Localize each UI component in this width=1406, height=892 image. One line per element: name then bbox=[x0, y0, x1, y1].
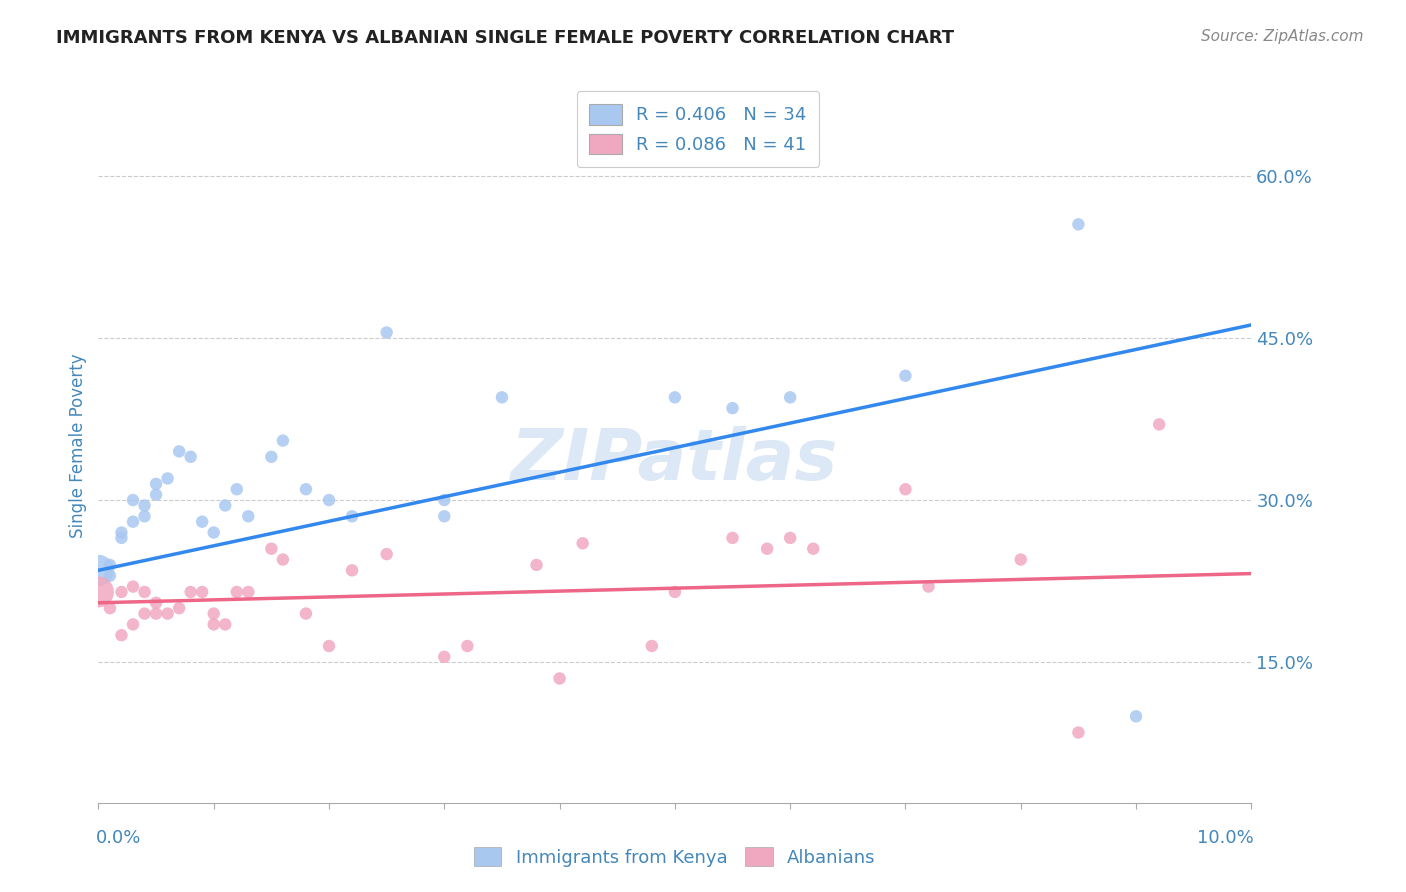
Point bbox=[571, 536, 593, 550]
Point bbox=[87, 585, 110, 599]
Point bbox=[756, 541, 779, 556]
Point bbox=[433, 509, 456, 524]
Text: 0.0%: 0.0% bbox=[96, 829, 141, 847]
Text: 10.0%: 10.0% bbox=[1198, 829, 1254, 847]
Point bbox=[721, 401, 744, 416]
Point bbox=[1010, 552, 1032, 566]
Point bbox=[271, 552, 294, 566]
Point bbox=[156, 607, 179, 621]
Point bbox=[375, 547, 398, 561]
Point bbox=[110, 531, 132, 545]
Text: Source: ZipAtlas.com: Source: ZipAtlas.com bbox=[1201, 29, 1364, 44]
Point bbox=[664, 585, 686, 599]
Point bbox=[318, 639, 340, 653]
Point bbox=[98, 558, 121, 572]
Point bbox=[145, 607, 167, 621]
Point bbox=[1147, 417, 1170, 432]
Point bbox=[801, 541, 824, 556]
Point bbox=[225, 482, 247, 496]
Point bbox=[340, 509, 363, 524]
Point bbox=[271, 434, 294, 448]
Point bbox=[917, 580, 939, 594]
Point bbox=[122, 493, 145, 508]
Y-axis label: Single Female Poverty: Single Female Poverty bbox=[69, 354, 87, 538]
Point bbox=[260, 450, 283, 464]
Point bbox=[894, 482, 917, 496]
Point bbox=[110, 525, 132, 540]
Point bbox=[167, 444, 190, 458]
Point bbox=[238, 509, 260, 524]
Point bbox=[295, 607, 318, 621]
Point bbox=[98, 601, 121, 615]
Point bbox=[156, 471, 179, 485]
Point bbox=[295, 482, 318, 496]
Point bbox=[122, 515, 145, 529]
Text: IMMIGRANTS FROM KENYA VS ALBANIAN SINGLE FEMALE POVERTY CORRELATION CHART: IMMIGRANTS FROM KENYA VS ALBANIAN SINGLE… bbox=[56, 29, 955, 46]
Point bbox=[1067, 218, 1090, 232]
Point bbox=[191, 515, 214, 529]
Point bbox=[214, 617, 236, 632]
Point bbox=[721, 531, 744, 545]
Point bbox=[894, 368, 917, 383]
Point bbox=[134, 509, 156, 524]
Legend: R = 0.406   N = 34, R = 0.086   N = 41: R = 0.406 N = 34, R = 0.086 N = 41 bbox=[576, 91, 820, 167]
Point bbox=[641, 639, 664, 653]
Point bbox=[110, 628, 132, 642]
Point bbox=[1125, 709, 1147, 723]
Point bbox=[340, 563, 363, 577]
Point bbox=[122, 580, 145, 594]
Point bbox=[145, 488, 167, 502]
Point bbox=[180, 450, 202, 464]
Point bbox=[110, 585, 132, 599]
Point bbox=[375, 326, 398, 340]
Point bbox=[433, 493, 456, 508]
Point bbox=[526, 558, 548, 572]
Point bbox=[122, 617, 145, 632]
Point bbox=[145, 476, 167, 491]
Point bbox=[191, 585, 214, 599]
Point bbox=[180, 585, 202, 599]
Point bbox=[134, 585, 156, 599]
Point bbox=[664, 390, 686, 404]
Point bbox=[214, 499, 236, 513]
Point bbox=[134, 499, 156, 513]
Point bbox=[134, 607, 156, 621]
Point bbox=[238, 585, 260, 599]
Point bbox=[318, 493, 340, 508]
Point bbox=[87, 563, 110, 577]
Point bbox=[225, 585, 247, 599]
Point bbox=[167, 601, 190, 615]
Point bbox=[491, 390, 513, 404]
Point bbox=[202, 617, 225, 632]
Point bbox=[779, 390, 801, 404]
Point bbox=[433, 649, 456, 664]
Point bbox=[202, 525, 225, 540]
Point bbox=[548, 672, 571, 686]
Point bbox=[260, 541, 283, 556]
Point bbox=[456, 639, 478, 653]
Legend: Immigrants from Kenya, Albanians: Immigrants from Kenya, Albanians bbox=[467, 840, 883, 874]
Point bbox=[98, 568, 121, 582]
Point bbox=[779, 531, 801, 545]
Point bbox=[145, 596, 167, 610]
Point bbox=[202, 607, 225, 621]
Point bbox=[1067, 725, 1090, 739]
Text: ZIPatlas: ZIPatlas bbox=[512, 425, 838, 495]
